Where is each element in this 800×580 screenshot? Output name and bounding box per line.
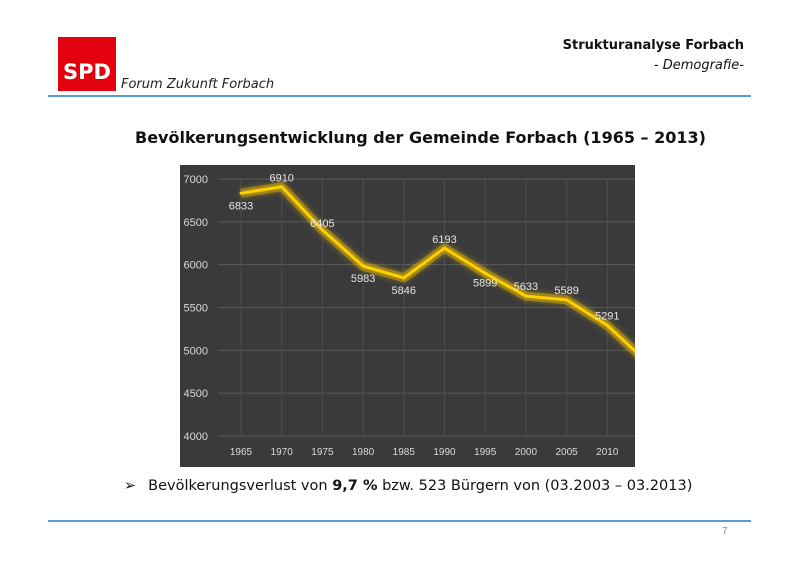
- data-point: [361, 264, 365, 268]
- data-label: 6405: [310, 218, 334, 230]
- data-point: [239, 191, 243, 195]
- header-rule: [48, 95, 751, 97]
- y-tick-label: 5000: [184, 345, 208, 357]
- summary-note: ➢ Bevölkerungsverlust von 9,7 % bzw. 523 …: [124, 478, 692, 494]
- data-label: 6833: [229, 200, 253, 212]
- data-point: [605, 323, 609, 327]
- x-tick-label: 2005: [555, 447, 578, 458]
- data-point: [483, 271, 487, 275]
- org-name: Forum Zukunft Forbach: [121, 77, 275, 92]
- x-tick-label: 1990: [433, 447, 456, 458]
- y-tick-label: 6500: [184, 217, 208, 229]
- data-label: 5983: [351, 273, 375, 285]
- x-tick-label: 1985: [393, 447, 416, 458]
- population-chart: 4000 4500 5000 5500 6000 6500 7000 1965 1970 1975…: [180, 165, 673, 467]
- page-number: 7: [722, 526, 728, 537]
- x-tick-label: 1980: [352, 447, 375, 458]
- data-point: [280, 185, 284, 189]
- data-point: [524, 294, 528, 298]
- note-text-bold: 9,7 %: [332, 478, 378, 494]
- spd-logo: SPD: [58, 37, 116, 91]
- data-point: [565, 298, 569, 302]
- x-tick-label: 1970: [271, 447, 294, 458]
- chart-svg: 4000 4500 5000 5500 6000 6500 7000 1965 1970 1975…: [184, 173, 673, 458]
- series-line: [240, 185, 650, 365]
- series-line-glow: [240, 182, 652, 367]
- y-tick-label: 7000: [184, 174, 208, 186]
- y-tick-label: 4500: [184, 388, 208, 400]
- data-point: [402, 276, 406, 280]
- bullet-arrow-icon: ➢: [124, 478, 137, 494]
- slide-title: Bevölkerungsentwicklung der Gemeinde For…: [135, 128, 706, 147]
- data-point: [443, 246, 446, 250]
- data-point: [320, 228, 324, 232]
- data-label: 5589: [554, 285, 578, 297]
- x-tick-label: 1995: [474, 447, 497, 458]
- note-text-post: bzw. 523 Bürgern von (03.2003 – 03.2013): [377, 478, 693, 494]
- y-tick-label: 4000: [184, 431, 208, 443]
- data-label: 5846: [392, 285, 416, 297]
- data-label: 5899: [473, 277, 497, 289]
- x-tick-label: 2000: [515, 447, 538, 458]
- data-label: 5291: [595, 310, 619, 322]
- y-tick-label: 5500: [184, 303, 208, 315]
- data-label: 5633: [514, 281, 538, 293]
- data-label: 6910: [269, 173, 293, 185]
- note-text-pre: Bevölkerungsverlust von: [148, 478, 333, 494]
- y-tick-label: 6000: [184, 260, 208, 272]
- footer-rule: [48, 520, 751, 522]
- x-tick-label: 1965: [230, 447, 253, 458]
- header-title: Strukturanalyse Forbach: [562, 38, 744, 53]
- x-tick-label: 2010: [596, 447, 619, 458]
- header-subtitle: - Demografie-: [653, 58, 744, 73]
- x-tick-label: 1975: [311, 447, 334, 458]
- data-label: 6193: [432, 234, 456, 246]
